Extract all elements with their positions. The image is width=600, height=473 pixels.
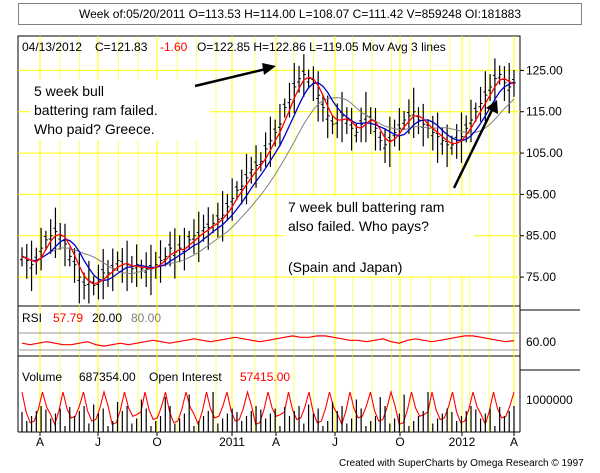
time-tick-label: O	[152, 435, 161, 449]
arrow-greece-shaft	[194, 67, 267, 88]
open-interest-line	[21, 389, 515, 426]
volume-series	[21, 389, 515, 432]
ma-mid-line	[21, 81, 515, 282]
price-date: 04/13/2012	[22, 40, 82, 54]
price-tick-label: 95.00	[526, 187, 556, 201]
price-tick-label: 75.00	[526, 270, 556, 284]
rsi-series	[21, 335, 515, 347]
time-tick-label: J	[332, 435, 338, 449]
annotation-greece-line-3: Who paid? Greece.	[34, 121, 155, 137]
annotation-greece-line-2: battering ram failed.	[34, 102, 158, 118]
time-axis-labels: A J O 2011 A J O 2012 A	[36, 432, 518, 449]
annotation-pays-line-1: 7 week bull battering ram	[288, 199, 444, 215]
moving-averages	[21, 76, 515, 285]
price-ohlc: O=122.85 H=122.86 L=119.05 Mov Avg 3 lin…	[197, 40, 446, 54]
time-tick-label: 2011	[219, 435, 245, 449]
price-close: C=121.83	[95, 40, 148, 54]
time-tick-label: J	[95, 435, 101, 449]
week-info-bar: Week of:05/20/2011 O=113.53 H=114.00 L=1…	[18, 3, 582, 25]
annotation-pays-line-2: also failed. Who pays?	[288, 218, 429, 234]
annotation-spain-japan: 7 week bull battering ram also failed. W…	[284, 196, 474, 276]
rsi-low: 20.00	[92, 311, 122, 325]
price-tick-label: 125.00	[526, 63, 563, 77]
price-tick-label: 85.00	[526, 229, 556, 243]
arrow-pays-head	[486, 100, 498, 114]
arrow-pays-shaft	[452, 109, 494, 189]
rsi-value: 57.79	[53, 311, 83, 325]
ma-fast-line	[21, 76, 515, 285]
week-info-text: Week of:05/20/2011 O=113.53 H=114.00 L=1…	[78, 7, 522, 21]
annotation-greece: 5 week bull battering ram failed. Who pa…	[30, 80, 210, 140]
time-tick-label: 2012	[449, 435, 476, 449]
volume-tick-label: 1000000	[526, 393, 573, 407]
time-tick-label: O	[395, 435, 404, 449]
rsi-label: RSI	[22, 311, 42, 325]
time-tick-label: A	[272, 435, 280, 449]
price-tick-label: 115.00	[526, 105, 562, 119]
price-tick-label: 105.00	[526, 146, 563, 160]
rsi-high: 80.00	[131, 311, 161, 325]
rsi-line	[21, 335, 515, 347]
time-tick-label: A	[36, 435, 44, 449]
rsi-tick-label: 60.00	[526, 335, 556, 349]
oi-value: 57415.00	[240, 370, 290, 384]
volume-label: Volume	[22, 370, 62, 384]
annotation-greece-line-1: 5 week bull	[34, 83, 104, 99]
annotation-spain-japan-text: (Spain and Japan)	[288, 259, 402, 275]
footer-credit: Created with SuperCharts by Omega Resear…	[339, 458, 584, 469]
price-change: -1.60	[160, 40, 188, 54]
oi-label: Open Interest	[149, 370, 222, 384]
arrow-greece-head	[262, 63, 276, 75]
time-tick-label: A	[510, 435, 518, 449]
price-axis-labels: 125.00 115.00 105.00 95.00 85.00 75.00 60.00 10…	[520, 63, 573, 407]
volume-value: 687354.00	[79, 370, 136, 384]
